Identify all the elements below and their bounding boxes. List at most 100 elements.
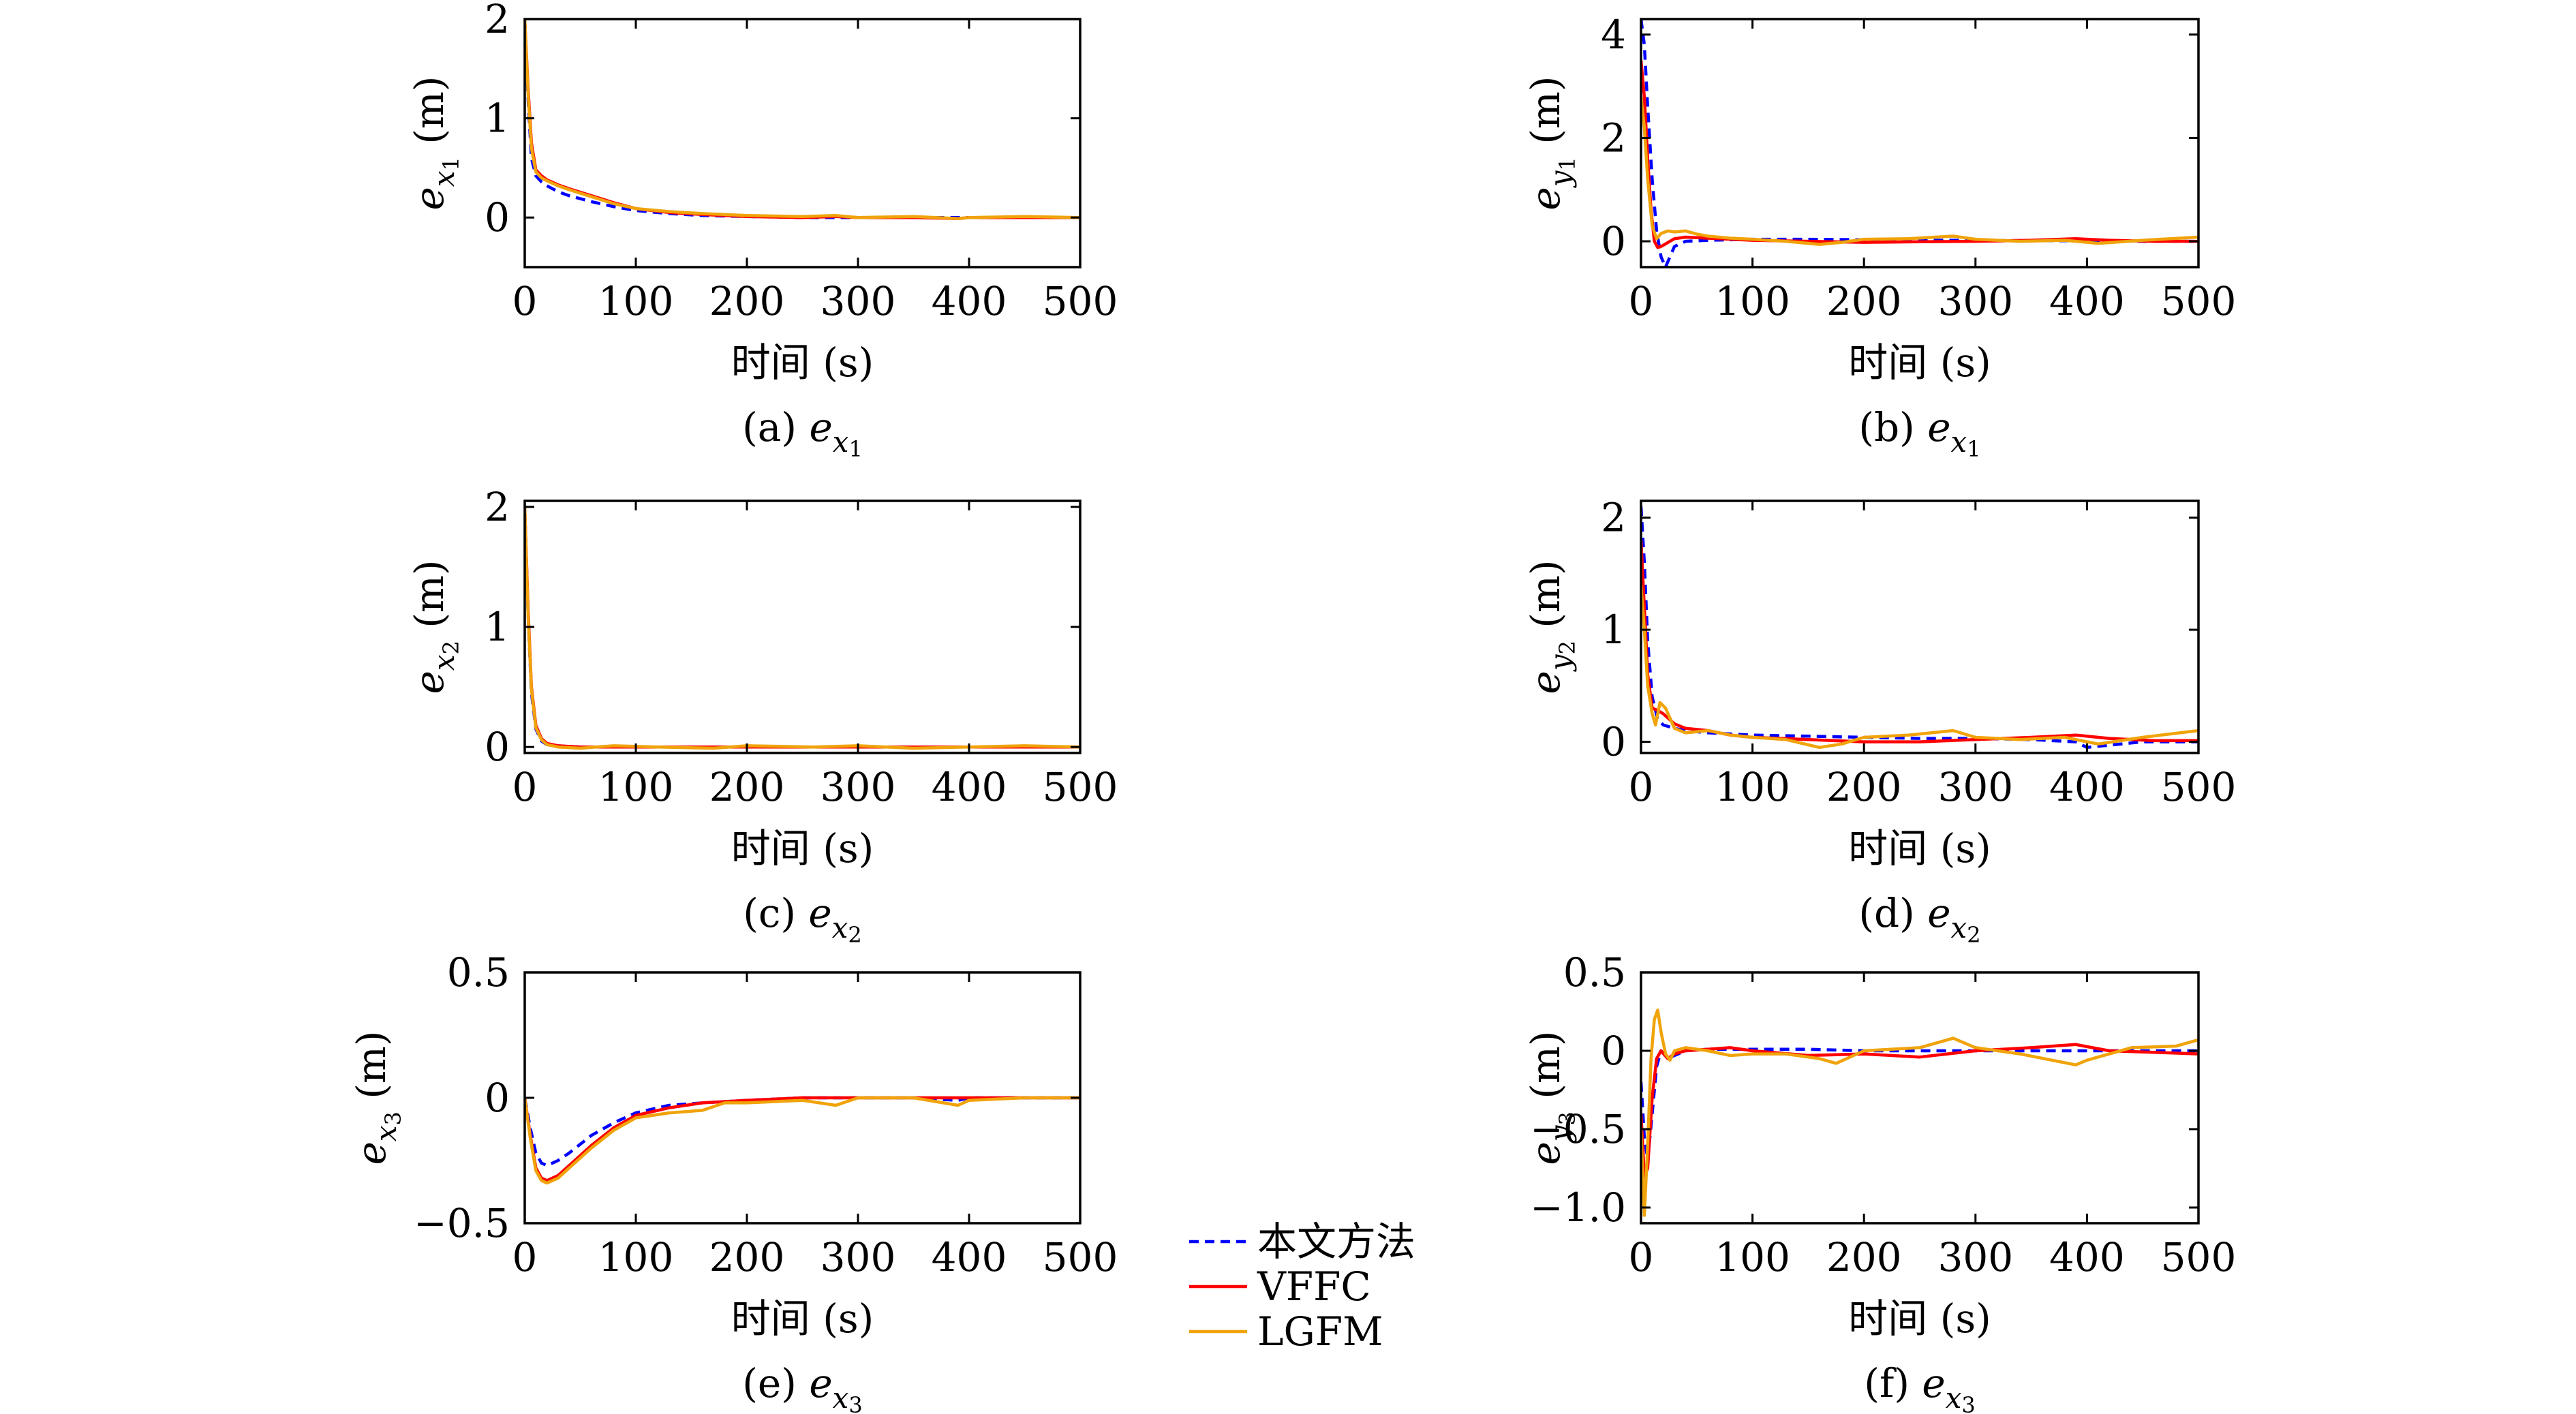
x-tick-label: 100 (598, 764, 674, 810)
x-axis-label: 时间 (s) (1848, 825, 1991, 872)
legend-label: LGFM (1257, 1308, 1383, 1355)
panel-caption: (c) ex2 (743, 890, 862, 948)
panel-caption: (b) ex1 (1858, 404, 1980, 462)
panel-caption: (d) ex2 (1858, 890, 1980, 948)
x-tick-label: 0 (512, 764, 538, 810)
y-tick-label: −0.5 (1530, 1106, 1626, 1152)
x-tick-label: 0 (1629, 764, 1654, 810)
y-tick-label: −0.5 (414, 1200, 510, 1246)
panel-caption: (f) ex3 (1864, 1360, 1976, 1414)
y-axis-label: ey1 (m) (1522, 76, 1580, 210)
y-axis-label: ex1 (m) (406, 76, 464, 210)
x-tick-label: 300 (1937, 278, 2013, 324)
y-axis-label: ey3 (m) (1522, 1030, 1580, 1165)
series-line-2 (525, 1096, 1080, 1182)
y-axis-label: ex3 (m) (348, 1030, 406, 1165)
x-tick-label: 100 (1715, 278, 1790, 324)
series-line-3 (525, 506, 1080, 750)
plot-frame (1640, 499, 2200, 754)
y-axis-label: ex2 (m) (406, 559, 464, 694)
x-tick-label: 100 (598, 1234, 674, 1280)
y-tick-label: 2 (485, 484, 510, 530)
x-tick-label: 100 (1715, 764, 1790, 810)
x-axis-label: 时间 (s) (1848, 1295, 1991, 1342)
x-tick-label: 500 (1043, 764, 1118, 810)
x-tick-label: 200 (709, 1234, 785, 1280)
x-axis-label: 时间 (s) (731, 825, 874, 872)
y-tick-label: 1 (485, 604, 510, 650)
x-tick-label: 100 (598, 278, 674, 324)
series-line-3 (525, 1096, 1080, 1185)
y-tick-label: −1.0 (1530, 1184, 1626, 1231)
plot-frame (523, 499, 1082, 754)
x-tick-label: 500 (2161, 1234, 2237, 1280)
y-tick-label: 0 (485, 724, 510, 770)
series-line-1 (1641, 506, 2198, 750)
series-line-2 (1641, 1043, 2198, 1178)
x-tick-label: 300 (1937, 764, 2013, 810)
legend-label: 本文方法 (1257, 1218, 1415, 1265)
y-tick-label: 0.5 (447, 949, 510, 996)
series-line-3 (1641, 96, 2198, 246)
legend-label: VFFC (1257, 1263, 1371, 1310)
chart-panel-1: 0 100 200 300 400 500 0 1 2 时间 (s) ex1 (m) (a) ex1 (406, 0, 1118, 462)
x-axis-label: 时间 (s) (731, 339, 874, 386)
x-tick-label: 500 (1043, 278, 1118, 324)
y-axis-label: ey2 (m) (1522, 559, 1580, 694)
x-tick-label: 400 (2049, 764, 2125, 810)
x-tick-label: 200 (1826, 1234, 1902, 1280)
x-tick-label: 100 (1715, 1234, 1790, 1280)
x-tick-label: 300 (821, 278, 896, 324)
x-tick-label: 400 (2049, 1234, 2125, 1280)
x-tick-label: 300 (1937, 1234, 2013, 1280)
panel-caption: (e) ex3 (742, 1360, 862, 1414)
x-tick-label: 500 (1043, 1234, 1118, 1280)
y-tick-label: 2 (1601, 495, 1626, 541)
x-tick-label: 400 (932, 764, 1007, 810)
series-line-3 (525, 19, 1080, 220)
chart-panel-5: 0 100 200 300 400 500−0.500.5时间 (s)ex3 (m)(e)… (348, 949, 1118, 1414)
series-line-2 (525, 19, 1080, 220)
chart-panel-4: 0 100 200 300 400 500 0 1 2 时间 (s) ey2 (m) (d) ex2 (1522, 495, 2236, 948)
series-line-3 (1641, 585, 2198, 750)
plot-frame (1640, 18, 2200, 268)
series-line-1 (1641, 1047, 2198, 1163)
x-tick-label: 0 (512, 278, 538, 324)
x-tick-label: 0 (512, 1234, 538, 1280)
y-tick-label: 1 (485, 95, 510, 142)
y-tick-label: 0 (485, 194, 510, 241)
series-line-1 (525, 506, 1080, 749)
y-tick-label: 4 (1601, 12, 1626, 58)
y-tick-label: 0 (1601, 1028, 1626, 1074)
x-tick-label: 300 (821, 1234, 896, 1280)
y-tick-label: 0.5 (1563, 949, 1626, 996)
y-tick-label: 2 (1601, 114, 1626, 161)
plot-frame (523, 18, 1082, 268)
chart-panel-6: 0 100 200 300 400 500 −1.0 −0.5 0 0.5 时间 (s) ey3 (m… (1522, 949, 2236, 1414)
series-line-1 (1641, 19, 2198, 267)
series-line-1 (525, 19, 1080, 219)
series-line-2 (1641, 540, 2198, 743)
x-tick-label: 0 (1629, 1234, 1654, 1280)
x-tick-label: 200 (1826, 764, 1902, 810)
y-tick-label: 0 (485, 1075, 510, 1121)
x-tick-label: 500 (2161, 764, 2237, 810)
x-tick-label: 0 (1629, 278, 1654, 324)
series-line-2 (1641, 60, 2198, 249)
x-tick-label: 200 (709, 278, 785, 324)
series-line-2 (525, 506, 1080, 749)
x-tick-label: 400 (932, 1234, 1007, 1280)
x-tick-label: 200 (1826, 278, 1902, 324)
x-tick-label: 300 (821, 764, 896, 810)
x-tick-label: 500 (2161, 278, 2237, 324)
x-tick-label: 400 (932, 278, 1007, 324)
y-tick-label: 0 (1601, 218, 1626, 264)
panel-caption: (a) ex1 (742, 404, 863, 462)
x-tick-label: 400 (2049, 278, 2125, 324)
series-line-1 (525, 1096, 1080, 1167)
x-tick-label: 200 (709, 764, 785, 810)
chart-panel-2: 0 100 200 300 400 500 0 2 4 时间 (s) ey1 (m) (b) ex1 (1522, 12, 2236, 462)
x-axis-label: 时间 (s) (1848, 339, 1991, 386)
